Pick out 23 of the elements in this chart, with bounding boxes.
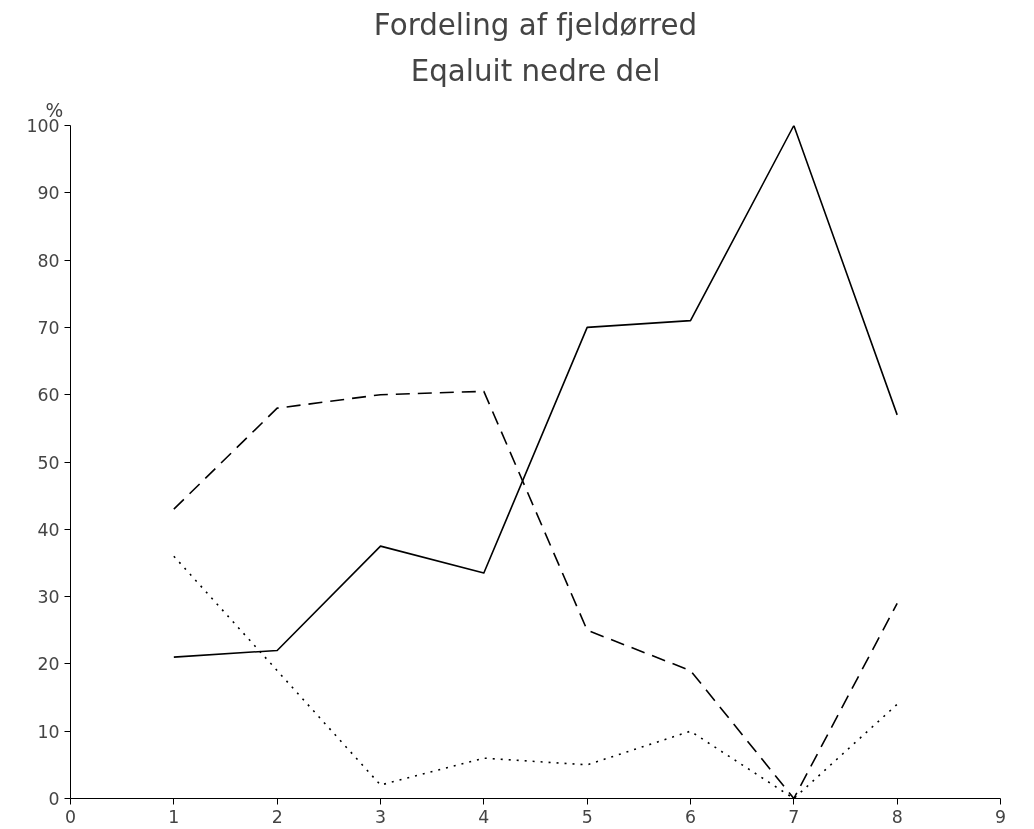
x-tick-label: 5	[581, 806, 593, 827]
y-tick-label: 0	[48, 789, 60, 809]
y-tick-label: 60	[37, 385, 60, 406]
y-tick-label: 10	[37, 721, 60, 742]
y-tick-label: 20	[37, 654, 60, 675]
x-tick-label: 6	[684, 806, 697, 827]
chart-subtitle: Eqaluit nedre del	[410, 53, 661, 88]
chart-title: Fordeling af fjeldørred	[373, 7, 698, 42]
x-tick-label: 2	[271, 806, 283, 827]
y-tick-label: 70	[37, 317, 60, 338]
x-tick-label: 0	[64, 806, 77, 827]
x-tick-label: 7	[788, 806, 800, 827]
y-tick-label: 30	[37, 587, 60, 608]
y-tick-label: 50	[37, 452, 60, 473]
x-tick-label: 8	[891, 806, 903, 827]
x-tick-label: 9	[994, 806, 1007, 827]
y-tick-label: 80	[37, 250, 60, 271]
y-tick-label: 40	[37, 519, 60, 540]
x-tick-label: 1	[168, 806, 180, 827]
y-tick-label: 100	[26, 116, 60, 136]
x-tick-label: 4	[478, 806, 490, 827]
y-tick-label: 90	[37, 183, 60, 204]
x-tick-label: 3	[374, 806, 387, 827]
